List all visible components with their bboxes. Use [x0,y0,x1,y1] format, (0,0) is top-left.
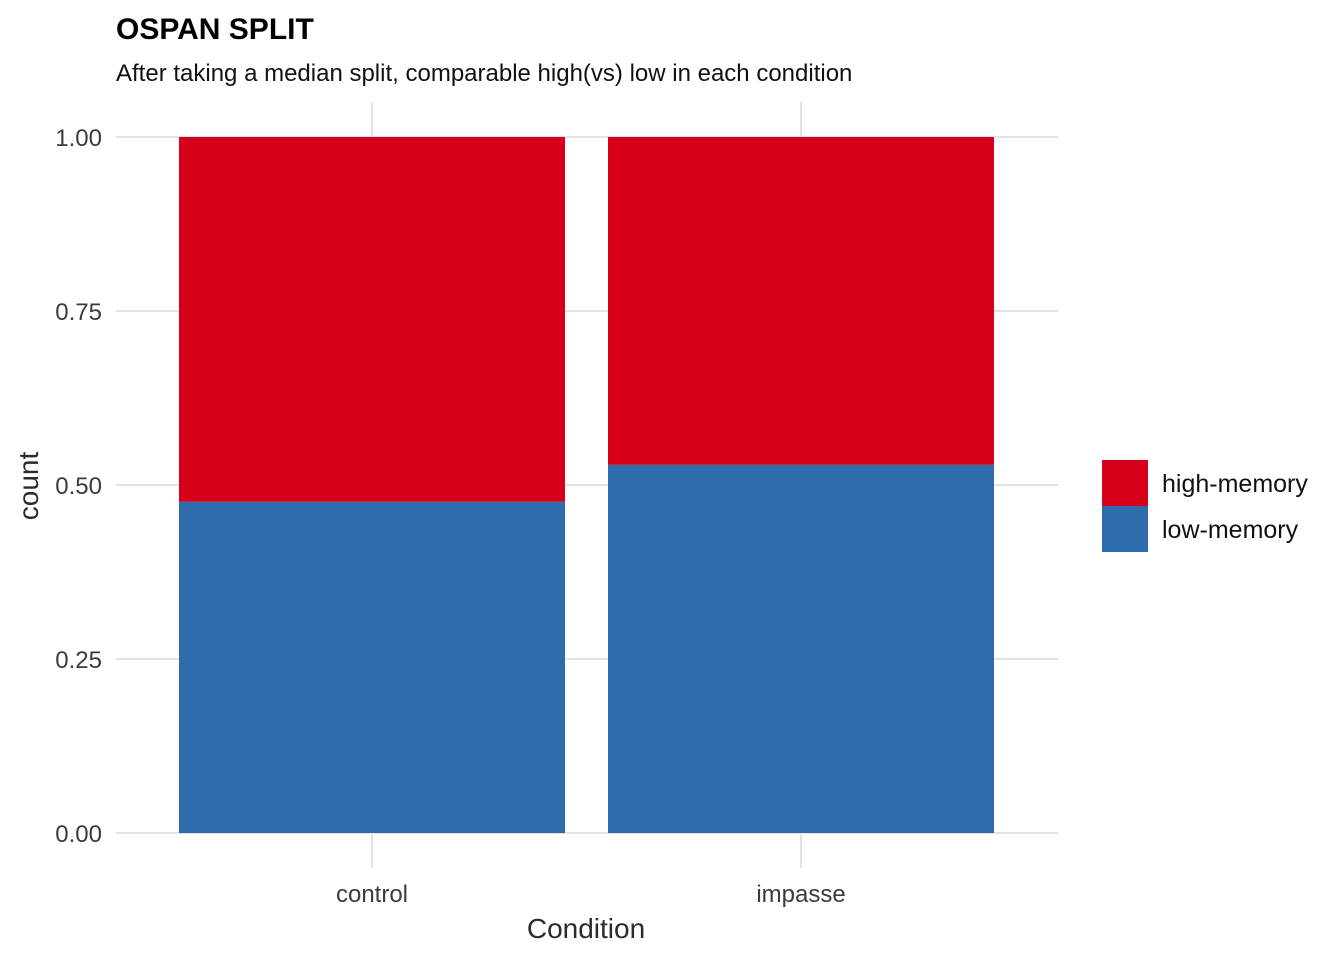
y-tick-label-3: 0.75 [55,299,102,326]
x-tick-label-control: control [336,881,408,908]
x-axis-ticks: control impasse [336,881,846,908]
y-tick-label-2: 0.50 [55,473,102,500]
bar-control-high-memory [179,137,565,502]
y-tick-label-1: 0.25 [55,647,102,674]
chart-subtitle: After taking a median split, comparable … [116,60,852,87]
bar-control-low-memory [179,501,565,833]
bars [179,137,994,833]
y-tick-label-0: 0.00 [55,821,102,848]
y-tick-label-4: 1.00 [55,125,102,152]
y-axis-title: count [13,452,44,521]
legend-label-low-memory: low-memory [1162,516,1299,544]
legend-label-high-memory: high-memory [1162,470,1308,498]
x-axis-title: Condition [527,913,645,944]
legend-swatch-high-memory [1102,460,1148,506]
legend-swatch-low-memory [1102,506,1148,552]
y-axis-ticks: 0.00 0.25 0.50 0.75 1.00 [55,125,102,848]
x-tick-label-impasse: impasse [756,881,845,908]
bar-impasse-high-memory [608,137,994,465]
bar-impasse-low-memory [608,464,994,833]
legend: high-memory low-memory [1102,460,1308,552]
chart-title: OSPAN SPLIT [116,13,314,46]
